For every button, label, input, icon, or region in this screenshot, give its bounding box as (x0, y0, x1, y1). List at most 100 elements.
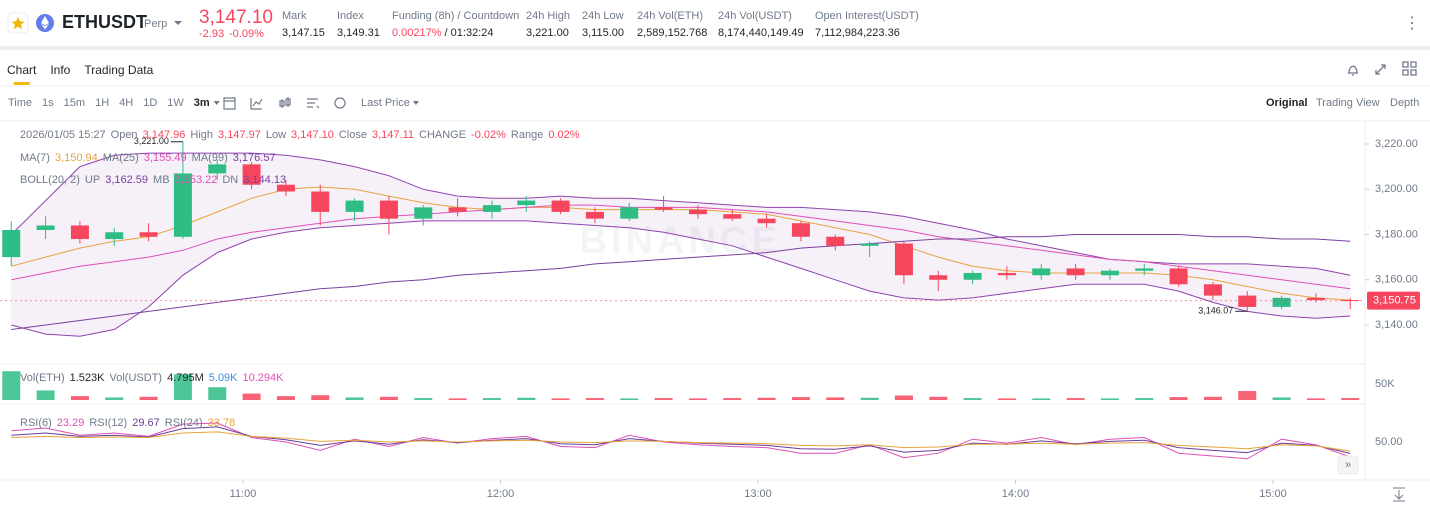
interval[interactable]: 1H (95, 97, 109, 109)
volume-bar (688, 398, 707, 400)
view-option[interactable]: Trading View (1316, 97, 1380, 109)
tab[interactable]: Chart (7, 63, 37, 77)
scroll-right-button[interactable] (1337, 455, 1359, 475)
alert-icon[interactable] (1348, 65, 1358, 76)
candle-body (1169, 268, 1188, 285)
tools-icon[interactable] (334, 97, 346, 109)
last-price-label: 3,150.75 (1373, 295, 1416, 307)
scroll-bottom-icon[interactable] (1393, 487, 1405, 502)
stat-label: 24h Vol(ETH) (637, 10, 703, 22)
tab-underline (13, 82, 30, 85)
star-icon (11, 17, 25, 30)
price-type-dropdown (412, 101, 419, 105)
candle-body (551, 200, 570, 212)
view-option[interactable]: Depth (1390, 97, 1419, 109)
tab[interactable]: Info (50, 63, 70, 77)
volume-legend-item: Vol(ETH) (20, 372, 65, 384)
symbol-dropdown[interactable] (174, 21, 182, 25)
view-option[interactable]: Original (1266, 97, 1308, 109)
volume-bar (757, 397, 776, 400)
volume-bar (139, 396, 158, 400)
ohlc-legend-item: Close (339, 129, 367, 141)
volume-bar (311, 395, 330, 400)
candle-body (894, 243, 913, 276)
candle-body (105, 232, 124, 240)
candle-body (654, 207, 673, 210)
candle-body (1306, 297, 1325, 301)
interval[interactable]: 1D (143, 97, 157, 109)
interval[interactable]: 15m (64, 97, 85, 109)
candle-body (620, 207, 639, 219)
boll-dn (11, 220, 1351, 337)
volume-legend-item: 10.294K (243, 372, 285, 384)
price-type[interactable]: Last Price (361, 97, 410, 109)
ma99-line (11, 234, 1351, 330)
candle-body (791, 223, 810, 237)
stat-label: 24h Low (582, 10, 624, 22)
calendar-icon[interactable] (223, 97, 236, 110)
ohlc-legend-item: 3,147.97 (218, 129, 261, 141)
stat-label: 24h High (526, 10, 570, 22)
ma25-line (11, 204, 1351, 290)
volume-legend-item: Vol(USDT) (110, 372, 163, 384)
volume-bar (414, 398, 433, 400)
chart-type-icon[interactable] (279, 97, 291, 108)
candle-body (1135, 268, 1154, 271)
volume-bar (105, 397, 124, 400)
volume-bar (654, 398, 673, 400)
volume-bar (791, 397, 810, 400)
candle-body (208, 164, 227, 174)
volume-legend-item: 5.09K (209, 372, 238, 384)
candle-body (139, 232, 158, 237)
price-tick-label: 3,200.00 (1375, 183, 1418, 195)
candle-body (585, 211, 604, 219)
symbol[interactable]: ETHUSDT (62, 12, 147, 32)
ma-legend-item: 3,150.94 (55, 152, 98, 164)
tab[interactable]: Trading Data (84, 63, 153, 77)
volume-bar (1306, 398, 1325, 400)
volume-bar (1203, 396, 1222, 400)
price-change-pct: -0.09% (229, 28, 264, 40)
interval[interactable]: 1W (167, 97, 184, 109)
interval[interactable]: 3m (194, 97, 210, 109)
eth-logo-mark (41, 16, 49, 30)
candle-body (517, 200, 536, 206)
fullscreen-icon[interactable] (1375, 64, 1386, 75)
volume-bar (1100, 398, 1119, 400)
volume-bar (1066, 398, 1085, 400)
interval[interactable]: 1s (42, 97, 54, 109)
ma-legend-item: MA(25) (103, 152, 139, 164)
interval[interactable]: Time (8, 97, 32, 109)
stat-label: Mark (282, 10, 307, 22)
candle-body (276, 184, 295, 192)
volume-bar (1238, 391, 1257, 400)
stat-value: 8,174,440,149.49 (718, 27, 804, 39)
volume-bar (482, 398, 501, 400)
interval[interactable]: 4H (119, 97, 133, 109)
candle-body (757, 218, 776, 224)
volume-tick-label: 50K (1375, 378, 1395, 390)
ma-legend: MA(7) 3,150.94 MA(25) 3,155.49 MA(99) 3,176.5… (20, 152, 276, 164)
indicator-icon[interactable] (250, 98, 263, 110)
time-tick-label: 11:00 (230, 488, 257, 500)
boll-legend-item: 3,144.13 (243, 174, 286, 186)
ohlc-legend-item: High (190, 129, 213, 141)
stat-label: Open Interest(USDT) (815, 10, 919, 22)
ohlc-legend: 2026/01/05 15:27 Open 3,147.96 High 3,147.97… (20, 129, 580, 141)
more-menu[interactable]: ⋮ (1404, 15, 1420, 32)
ohlc-legend-item: CHANGE (419, 129, 466, 141)
candle-body (1238, 295, 1257, 307)
settings-icon[interactable] (307, 98, 320, 109)
scroll-right-icon: » (1345, 459, 1351, 471)
layout-icon[interactable] (1402, 61, 1417, 76)
time-tick-label: 13:00 (744, 488, 772, 500)
candle-body (70, 225, 89, 240)
volume-bar (379, 396, 398, 400)
contract-type: Perp (144, 18, 167, 30)
volume-bar (242, 393, 261, 400)
candle-body (1203, 284, 1222, 296)
candle-body (379, 200, 398, 219)
candle-body (826, 236, 845, 246)
extreme-label: 3,221.00 (134, 136, 169, 146)
